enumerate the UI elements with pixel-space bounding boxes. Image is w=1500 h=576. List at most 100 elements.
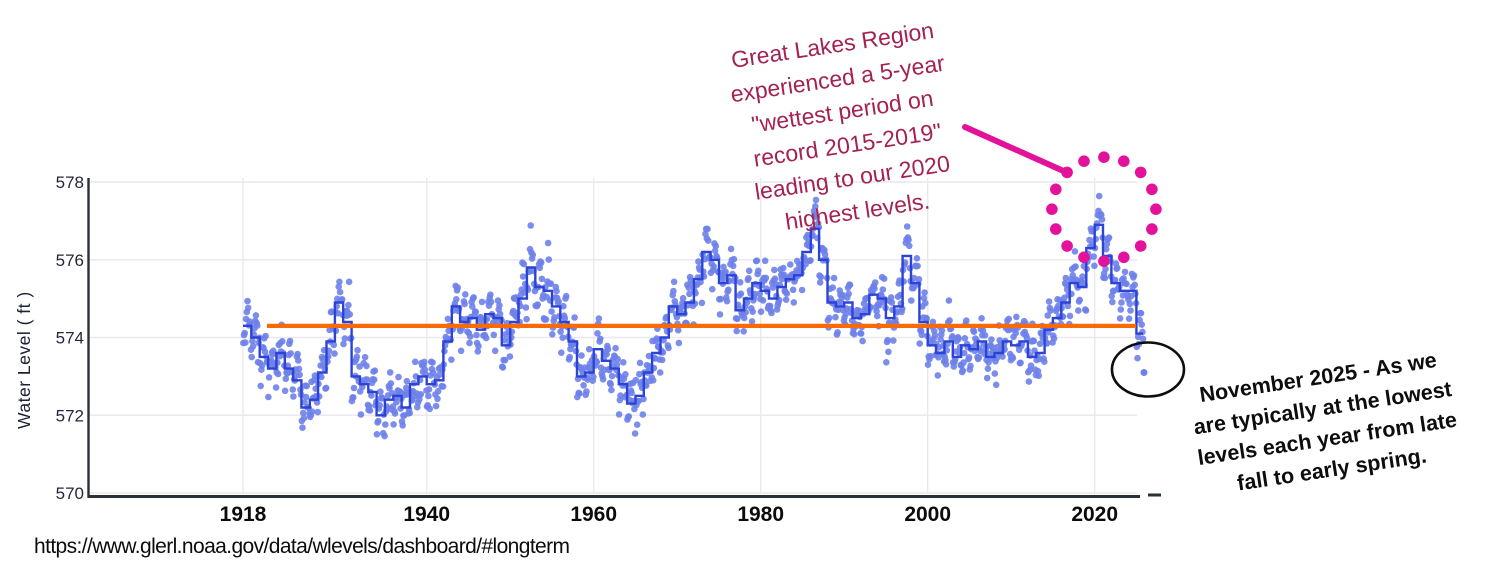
monthly-dot xyxy=(336,278,343,286)
monthly-dot xyxy=(753,257,761,265)
monthly-dot xyxy=(439,383,447,390)
monthly-dot xyxy=(377,388,384,396)
monthly-dot xyxy=(561,315,569,322)
monthly-dot xyxy=(282,375,290,383)
monthly-dot xyxy=(474,348,482,355)
monthly-dot xyxy=(608,372,616,380)
monthly-dot xyxy=(999,353,1006,360)
monthly-dot xyxy=(931,332,939,339)
monthly-dot xyxy=(614,355,621,363)
monthly-dot xyxy=(553,287,560,295)
circle-dot xyxy=(1150,203,1162,215)
monthly-dot xyxy=(244,304,252,312)
monthly-dot xyxy=(929,318,937,326)
monthly-dot xyxy=(717,295,724,303)
monthly-dot xyxy=(1035,372,1042,380)
circle-dot xyxy=(1146,183,1158,196)
monthly-dot xyxy=(812,196,820,204)
monthly-dot xyxy=(888,299,896,306)
monthly-dot xyxy=(1101,274,1109,282)
monthly-dot xyxy=(640,395,647,403)
monthly-dot xyxy=(741,314,748,322)
monthly-dot xyxy=(1006,326,1013,334)
monthly-dot xyxy=(959,367,967,374)
monthly-dot xyxy=(1130,272,1138,279)
circle-dot xyxy=(1146,223,1158,235)
monthly-dot xyxy=(632,376,640,384)
monthly-dot xyxy=(340,340,347,348)
monthly-dot xyxy=(1121,268,1129,276)
monthly-dot xyxy=(649,377,657,384)
monthly-dot xyxy=(633,421,641,429)
monthly-dot xyxy=(615,411,623,418)
monthly-dot xyxy=(1036,340,1044,348)
monthly-dot xyxy=(710,263,717,270)
source-url-text: https://www.glerl.noaa.gov/data/wlevels/… xyxy=(34,535,570,558)
monthly-dot xyxy=(375,417,382,425)
x-tick-label: 2020 xyxy=(1071,503,1118,526)
monthly-dot xyxy=(918,331,926,339)
monthly-dot xyxy=(1079,273,1086,280)
monthly-dot xyxy=(249,343,257,350)
monthly-dot xyxy=(284,362,292,370)
monthly-dot xyxy=(851,330,858,338)
monthly-dot xyxy=(816,279,824,286)
monthly-dot xyxy=(991,370,999,377)
monthly-dot xyxy=(829,284,836,291)
monthly-dot xyxy=(1076,296,1083,304)
monthly-dot xyxy=(490,331,498,339)
monthly-dot xyxy=(1047,307,1054,314)
monthly-dot xyxy=(674,326,682,334)
monthly-dot xyxy=(536,264,544,272)
monthly-dot xyxy=(874,312,881,320)
monthly-dot xyxy=(729,262,737,270)
y-axis-title: Water Level ( ft ) xyxy=(14,291,34,429)
monthly-dot xyxy=(712,242,720,250)
monthly-dot xyxy=(812,203,819,210)
lowpoint-ellipse xyxy=(1110,341,1186,398)
monthly-dot xyxy=(425,392,432,400)
y-tick-label: 576 xyxy=(56,251,84,270)
monthly-dot xyxy=(595,315,603,322)
monthly-dot xyxy=(363,376,371,383)
monthly-dot xyxy=(670,278,678,286)
circle-dot xyxy=(1046,203,1058,215)
monthly-dot xyxy=(787,261,794,268)
monthly-dot xyxy=(585,345,593,353)
monthly-dot xyxy=(475,342,482,350)
monthly-dot xyxy=(920,294,928,302)
monthly-dot xyxy=(396,388,404,395)
monthly-dot xyxy=(749,308,756,316)
monthly-dot xyxy=(1127,307,1134,314)
monthly-dot xyxy=(755,267,762,275)
monthly-dot xyxy=(544,239,552,247)
monthly-dot xyxy=(636,359,644,367)
monthly-dot xyxy=(880,275,888,283)
monthly-dot xyxy=(318,373,325,381)
monthly-dot xyxy=(798,286,806,294)
monthly-dot xyxy=(466,333,474,340)
monthly-dot xyxy=(322,384,330,392)
monthly-dot xyxy=(1009,354,1017,362)
monthly-dot xyxy=(436,371,443,379)
monthly-dot xyxy=(890,337,897,344)
monthly-dot xyxy=(1075,307,1082,314)
monthly-dot xyxy=(1027,362,1035,370)
record-high-dotted-circle xyxy=(1046,151,1162,267)
monthly-dot xyxy=(461,300,468,308)
monthly-dot xyxy=(395,373,402,381)
x-tick-label: 1980 xyxy=(737,503,784,526)
monthly-dot xyxy=(1125,315,1133,323)
monthly-dot xyxy=(722,268,729,276)
monthly-dot xyxy=(885,348,892,356)
monthly-dot xyxy=(547,280,555,288)
monthly-dot xyxy=(756,290,763,298)
monthly-dot xyxy=(679,294,687,302)
monthly-dot xyxy=(366,407,374,414)
monthly-dot xyxy=(594,330,601,337)
monthly-dot xyxy=(496,302,503,309)
monthly-dot xyxy=(560,302,567,310)
monthly-dot xyxy=(434,395,441,403)
monthly-dot xyxy=(704,237,712,244)
monthly-dot xyxy=(558,349,565,357)
